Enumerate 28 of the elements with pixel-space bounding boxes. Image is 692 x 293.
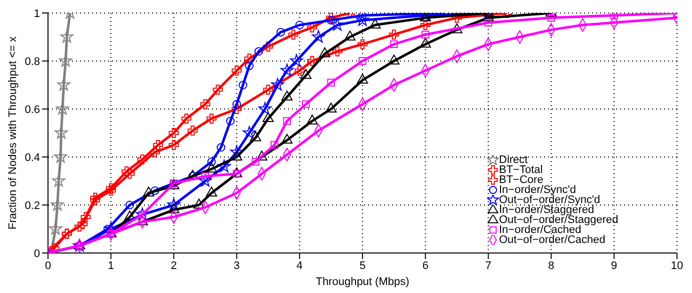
x-tick-label: 8 [548, 260, 554, 272]
x-tick-label: 4 [296, 260, 303, 272]
y-tick-label: 0.2 [24, 200, 40, 212]
y-tick-label: 1 [34, 8, 40, 20]
legend-label: Out−of−order/Staggered [499, 214, 618, 226]
legend-label: Out−of−order/Sync'd [499, 194, 600, 206]
legend-label: In−order/Staggered [499, 204, 594, 216]
x-tick-label: 2 [170, 260, 177, 272]
x-tick-label: 3 [234, 260, 240, 272]
legend-label: In−order/Cached [499, 224, 582, 236]
legend-label: Direct [499, 154, 528, 166]
x-axis-title: Throughput (Mbps) [316, 276, 410, 288]
x-tick-label: 7 [485, 260, 492, 272]
legend-label: BT−Total [499, 164, 543, 176]
x-tick-label: 0 [44, 260, 52, 272]
y-tick-label: 0.6 [24, 104, 40, 116]
x-tick-label: 9 [611, 260, 618, 272]
x-tick-label: 6 [422, 260, 428, 272]
x-tick-label: 5 [359, 260, 366, 272]
y-tick-label: 0.4 [24, 152, 40, 164]
x-tick-label: 1 [108, 260, 114, 272]
x-tick-label: 10 [670, 260, 684, 272]
legend-label: Out−of−order/Cached [499, 234, 606, 246]
y-tick-label: 0 [34, 248, 40, 260]
legend-label: In−order/Sync'd [499, 184, 576, 196]
y-axis-title: Fraction of Nodes with Throughput <= x [6, 36, 19, 230]
y-tick-label: 0.8 [24, 56, 40, 68]
legend-label: BT−Core [499, 174, 544, 186]
